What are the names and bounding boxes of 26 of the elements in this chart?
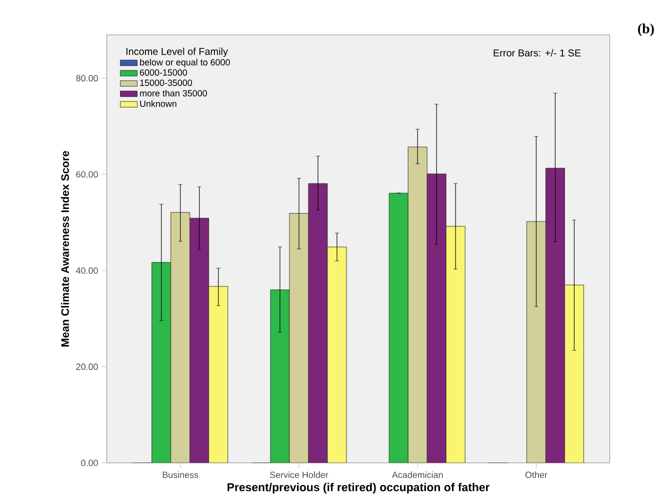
y-tick-label: 20.00 xyxy=(76,364,98,370)
bar xyxy=(308,183,328,463)
legend-label: more than 35000 xyxy=(140,90,207,96)
bar xyxy=(545,168,565,463)
text: (b) xyxy=(638,24,654,36)
y-tick-label: 40.00 xyxy=(76,267,98,274)
x-tick-label: Service Holder xyxy=(270,471,328,478)
bar xyxy=(152,262,172,463)
x-tick-label: Business xyxy=(162,471,198,478)
bar xyxy=(190,218,210,463)
legend-label: 15000-35000 xyxy=(140,80,192,86)
x-tick-label: Academician xyxy=(392,471,443,478)
legend-label: 6000-15000 xyxy=(140,69,188,76)
annotation: Error Bars: +/- 1 SE xyxy=(494,49,581,57)
x-tick-label: Other xyxy=(525,471,548,478)
y-tick-label: 0.00 xyxy=(81,460,98,466)
y-tick-label: 80.00 xyxy=(76,75,98,82)
legend-label: Unknown xyxy=(140,100,176,107)
legend-label: below or equal to 6000 xyxy=(140,58,230,68)
bar xyxy=(388,192,408,463)
bar xyxy=(270,290,290,463)
y-tick-label: 60.00 xyxy=(76,171,98,178)
legend-title: Income Level of Family xyxy=(126,48,228,58)
x-axis-title: Present/previous (if retired) occupation of father xyxy=(228,482,490,494)
bar xyxy=(426,174,446,463)
y-axis-title: Mean Climate Awareness Index Score xyxy=(60,151,69,347)
